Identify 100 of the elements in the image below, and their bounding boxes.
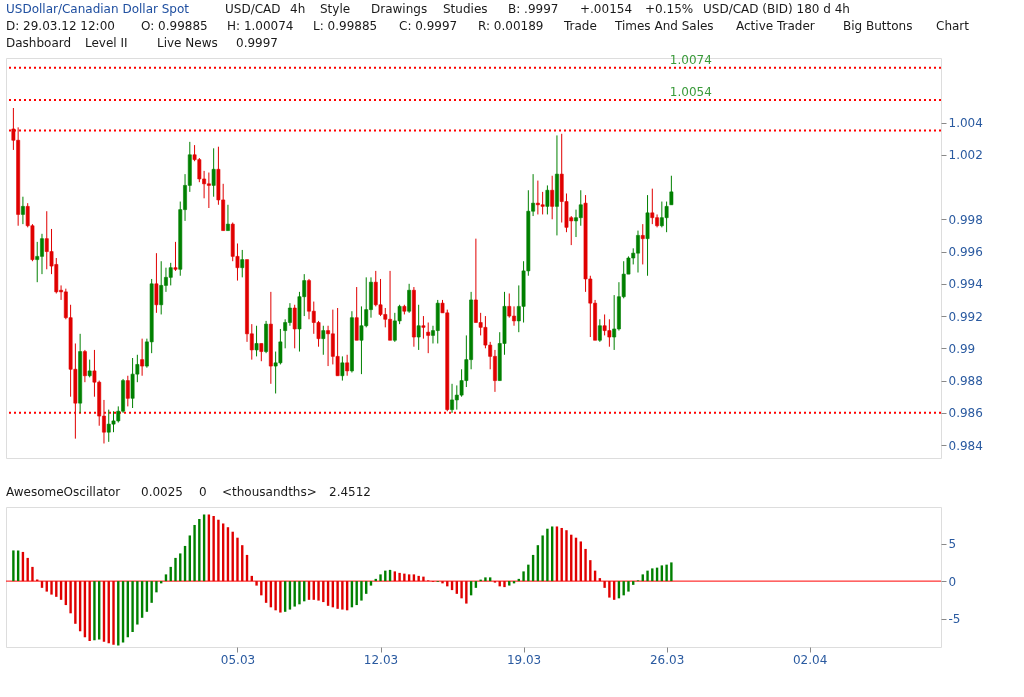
bar [12, 550, 15, 582]
bar [131, 581, 134, 633]
bar [522, 571, 525, 582]
text: USD/CAD [225, 2, 281, 16]
bar [150, 581, 153, 603]
text: 0.9997 [236, 36, 278, 50]
candlestick [173, 241, 178, 272]
bar [274, 581, 277, 611]
bar [398, 572, 401, 582]
x-tick-label: 02.04 [792, 652, 828, 667]
bar [88, 581, 91, 642]
text: 4h [290, 2, 306, 16]
candlestick [550, 175, 555, 220]
bar [31, 566, 34, 582]
bar [298, 581, 301, 605]
bar [565, 530, 568, 582]
candlestick [335, 307, 340, 377]
bar [293, 581, 296, 607]
bar [589, 560, 592, 582]
candlestick [125, 375, 130, 407]
text: Chart [936, 19, 970, 33]
candlestick [211, 147, 216, 198]
bar [322, 581, 325, 603]
x-tick-label: 26.03 [649, 652, 685, 667]
bar [465, 581, 468, 604]
y-tick-label: 0.984 [948, 438, 983, 453]
bar [441, 581, 444, 584]
candlestick [159, 260, 164, 315]
text: Studies [443, 2, 488, 16]
text: Times And Sales [614, 19, 714, 33]
candlestick [650, 188, 655, 225]
bar [541, 535, 544, 582]
candlestick [416, 304, 421, 351]
bar [622, 581, 625, 596]
candlestick [140, 338, 145, 377]
bar [69, 581, 72, 614]
bar [665, 564, 668, 582]
text: +0.15% [645, 2, 694, 16]
bar [174, 557, 177, 582]
candlestick [226, 204, 230, 232]
text: Big Buttons [843, 19, 913, 33]
text: Drawings [371, 2, 428, 16]
bar [236, 537, 239, 582]
text: D: 29.03.12 12:00 [6, 19, 115, 33]
text: Active Trader [736, 19, 815, 33]
bar [460, 581, 463, 599]
x-tick-label: 05.03 [220, 652, 256, 667]
bar [379, 574, 382, 582]
y-tick-label: 1.002 [948, 148, 983, 163]
candlestick [669, 175, 674, 206]
bar [279, 581, 282, 613]
candlestick [345, 354, 350, 377]
candlestick [254, 325, 259, 357]
text: Dashboard [6, 36, 72, 50]
text: L: 0.99885 [313, 19, 378, 33]
candlestick [354, 286, 359, 341]
x-tick-label: 19.03 [506, 652, 542, 667]
text: C: 0.9997 [399, 19, 458, 33]
candlestick [340, 355, 345, 382]
y-tick-label: 0.986 [948, 406, 983, 421]
candlestick [421, 315, 426, 340]
bar [260, 581, 263, 596]
text: <thousandths> [222, 485, 317, 499]
bar [255, 581, 258, 586]
bar [193, 524, 196, 582]
bar [212, 515, 215, 582]
bar [484, 577, 487, 582]
candlestick [35, 241, 40, 283]
bar [584, 548, 587, 582]
bar [403, 573, 406, 582]
x-tick-label: 12.03 [363, 652, 399, 667]
bar [341, 581, 344, 610]
candlestick [597, 318, 602, 343]
bar [527, 564, 530, 582]
text: Live News [157, 36, 218, 50]
text: Style [320, 2, 351, 16]
text: H: 1.00074 [227, 19, 294, 33]
bar [627, 581, 630, 592]
bar [670, 562, 673, 582]
candlestick [240, 249, 245, 278]
text: Trade [563, 19, 597, 33]
y-tick-label: -5 [948, 612, 961, 627]
candlestick [640, 223, 645, 265]
y-tick-label: 0 [948, 574, 957, 589]
candlestick [664, 201, 669, 233]
bar [355, 581, 358, 606]
candlestick [407, 283, 412, 314]
text: 0.0025 [141, 485, 183, 499]
text: 2.4512 [329, 485, 371, 499]
bar [198, 518, 201, 582]
text: +.00154 [580, 2, 633, 16]
bar [93, 581, 96, 641]
bar [217, 519, 220, 582]
y-tick-label: 0.99 [948, 341, 976, 356]
candlestick [206, 172, 211, 209]
chart-title: USDollar/Canadian Dollar Spot [6, 2, 190, 16]
candlestick [292, 304, 297, 349]
text: O: 0.99885 [141, 19, 208, 33]
text: Level II [85, 36, 128, 50]
bar [646, 570, 649, 582]
